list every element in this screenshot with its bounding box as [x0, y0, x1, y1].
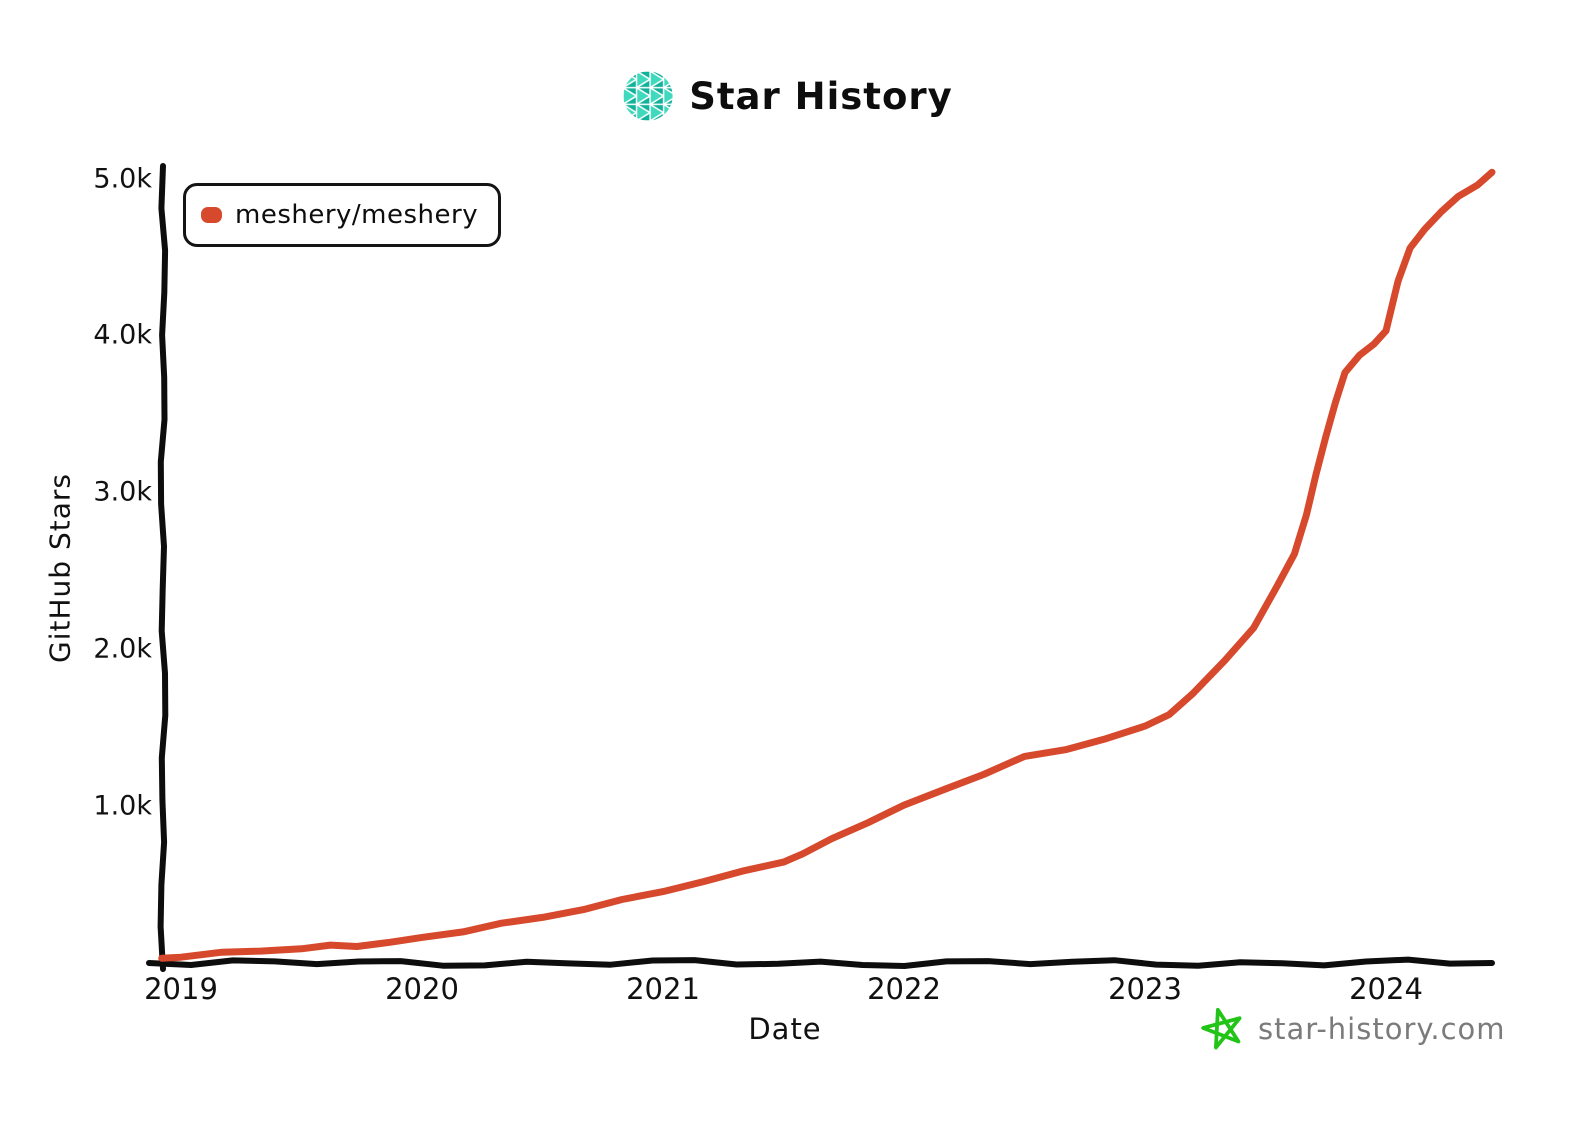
x-tick-label: 2024 [1349, 972, 1423, 1006]
footer-watermark[interactable]: star-history.com [1200, 1004, 1506, 1054]
legend[interactable]: meshery/meshery [183, 183, 502, 247]
legend-series-marker [201, 207, 222, 223]
x-tick-label: 2022 [867, 972, 941, 1006]
x-tick-label: 2019 [144, 972, 218, 1006]
star-pentagram-icon [1201, 1007, 1242, 1050]
site-url-text: star-history.com [1258, 1012, 1506, 1046]
x-axis-title: Date [748, 1012, 822, 1046]
star-history-logo-icon [623, 71, 673, 121]
page-title: Star History [689, 74, 953, 118]
y-tick-label: 2.0k [93, 633, 152, 665]
y-axis-title: GitHub Stars [43, 473, 77, 663]
y-tick-label: 1.0k [93, 790, 152, 822]
y-tick-label: 5.0k [93, 163, 152, 194]
legend-series-label: meshery/meshery [235, 200, 479, 230]
x-tick-label: 2023 [1108, 972, 1182, 1006]
y-tick-label: 4.0k [93, 319, 152, 351]
y-tick-label: 3.0k [93, 476, 152, 508]
header: Star History [0, 68, 1576, 124]
x-tick-label: 2020 [385, 972, 459, 1006]
x-tick-label: 2021 [626, 972, 700, 1006]
